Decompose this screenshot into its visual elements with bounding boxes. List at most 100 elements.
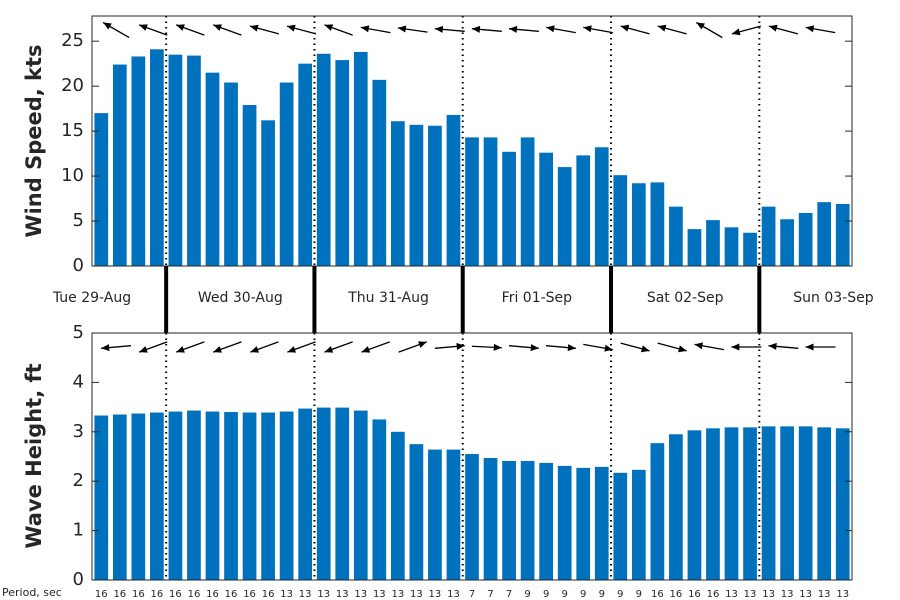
bar [798, 212, 813, 266]
direction-arrow [138, 341, 168, 353]
period-label: Period, sec [2, 586, 62, 599]
arrow-head [678, 345, 687, 353]
bar [224, 82, 238, 267]
bar [817, 202, 832, 266]
direction-arrow [805, 25, 836, 34]
arrow-head [101, 344, 110, 352]
arrow-head [567, 344, 576, 352]
day-label: Thu 31-Aug [347, 290, 429, 306]
bar [576, 155, 591, 266]
arrow-head [583, 25, 592, 33]
bar [187, 55, 201, 266]
bar [631, 469, 646, 580]
bar [205, 72, 220, 266]
bar [261, 120, 275, 266]
bar [557, 465, 572, 580]
period-value: 9 [617, 589, 623, 600]
arrow-head [657, 24, 667, 32]
bar [390, 431, 405, 580]
direction-arrow [397, 25, 428, 33]
period-value: 16 [688, 589, 701, 600]
bar [112, 414, 127, 580]
day-label: Fri 01-Sep [502, 290, 572, 306]
direction-arrow [398, 341, 428, 353]
bar [428, 125, 442, 267]
arrow-head [250, 346, 260, 353]
direction-arrow [249, 24, 280, 35]
arrow-head [768, 342, 777, 350]
direction-arrow [768, 342, 799, 350]
bar [409, 444, 424, 580]
bar [131, 413, 146, 580]
arrow-head [694, 342, 703, 350]
bar [372, 79, 387, 266]
direction-arrow [508, 344, 539, 352]
bar [465, 454, 479, 580]
arrow-head [139, 24, 148, 31]
direction-arrow [731, 25, 761, 36]
bar [131, 56, 146, 267]
period-value: 13 [373, 589, 386, 600]
direction-arrow [212, 341, 242, 353]
y-tick-label: 2 [73, 470, 84, 491]
direction-arrow [212, 24, 242, 36]
period-value: 9 [543, 589, 549, 600]
y-tick-label: 3 [73, 421, 84, 442]
period-value: 16 [243, 589, 256, 600]
direction-arrow [545, 344, 576, 352]
bar [242, 105, 257, 266]
y-tick-label: 0 [73, 255, 84, 276]
direction-arrow [361, 341, 390, 353]
bar [483, 457, 498, 580]
bar [650, 182, 665, 266]
period-value: 13 [725, 589, 738, 600]
direction-arrow [101, 344, 132, 352]
period-value: 9 [599, 589, 605, 600]
arrow-head [287, 346, 297, 353]
arrow-head [103, 22, 112, 30]
period-value: 7 [469, 589, 475, 600]
bar [613, 472, 628, 580]
bar [817, 427, 832, 580]
direction-arrow [620, 24, 650, 35]
arrow-head [731, 28, 741, 36]
bar [224, 412, 238, 580]
direction-arrow [620, 342, 650, 353]
period-value: 9 [636, 589, 642, 600]
arrow-head [768, 24, 778, 32]
direction-arrow [471, 343, 502, 351]
period-value: 13 [429, 589, 442, 600]
period-value: 16 [188, 589, 201, 600]
arrow-head [324, 346, 334, 353]
bar [761, 426, 776, 580]
direction-arrow [286, 24, 317, 35]
bar [205, 411, 220, 580]
bar [390, 121, 405, 267]
period-value: 13 [762, 589, 775, 600]
period-value: 9 [524, 589, 530, 600]
y-axis-label: Wave Height, ft [22, 363, 46, 548]
arrow-head [361, 346, 371, 353]
bar [428, 449, 442, 580]
day-label: Wed 30-Aug [198, 290, 283, 306]
arrow-head [805, 343, 814, 351]
bar [706, 220, 720, 266]
period-value: 13 [781, 589, 794, 600]
y-tick-label: 4 [73, 371, 84, 392]
bar [780, 426, 794, 580]
arrow-head [213, 24, 222, 31]
bar [465, 137, 479, 266]
bar [631, 183, 646, 266]
bar [316, 53, 331, 267]
arrow-head [456, 342, 465, 350]
arrow-head [176, 346, 185, 353]
bar [798, 426, 813, 580]
direction-arrow [805, 343, 836, 351]
bar [761, 206, 776, 266]
arrow-head [397, 25, 407, 33]
period-value: 9 [561, 589, 567, 600]
direction-arrow [695, 21, 723, 39]
bar [724, 427, 739, 580]
period-value: 13 [354, 589, 367, 600]
